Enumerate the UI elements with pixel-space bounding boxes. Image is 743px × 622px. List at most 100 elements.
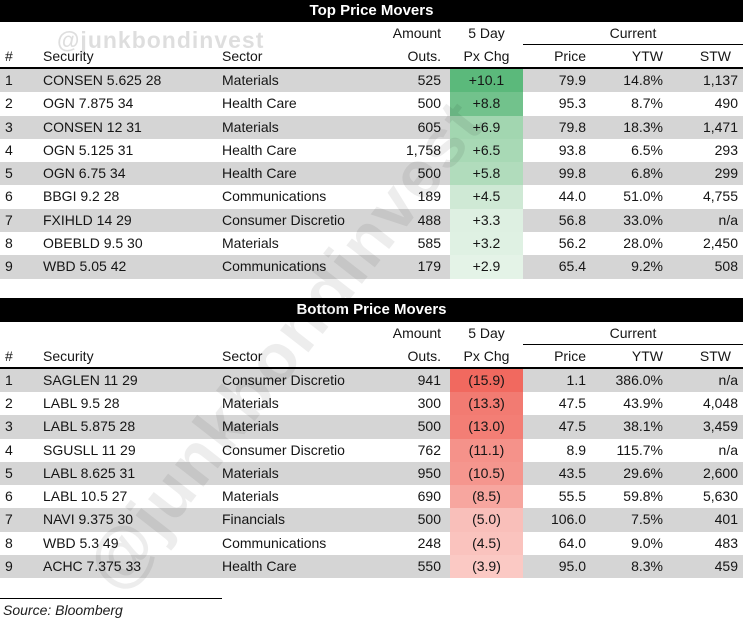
px-chg-cell: (15.9) [450,368,523,392]
stw-cell: 2,600 [702,464,738,481]
ytw-cell: 33.0% [623,211,663,228]
column-spacer [441,185,450,208]
amount-outstanding-cell: 1,758 [405,141,441,158]
sector-cell: Consumer Discretio [222,211,345,228]
price-cell: 47.5 [558,394,586,411]
table-row: 2 OGN 7.875 34 Health Care 500 +8.8 95.3… [0,92,743,116]
sector-cell: Consumer Discretio [222,371,345,388]
sector-cell: Materials [222,394,279,411]
rank-cell: 9 [5,258,13,275]
sector-cell: Health Care [222,165,297,182]
column-spacer [441,532,450,555]
price-cell: 1.1 [566,371,586,388]
ytw-cell: 14.8% [623,72,663,88]
header-security: Security [43,48,94,64]
amount-outstanding-cell: 488 [417,211,441,228]
amount-outstanding-cell: 500 [417,95,441,112]
column-spacer [441,69,450,92]
security-cell: SGUSLL 11 29 [43,441,136,458]
rank-cell: 2 [5,95,13,112]
stw-cell: 483 [714,534,738,551]
security-cell: OBEBLD 9.5 30 [43,235,143,252]
security-cell: FXIHLD 14 29 [43,211,132,228]
rank-cell: 6 [5,188,13,205]
sector-cell: Materials [222,72,279,88]
header-amount-line1: Amount [392,25,441,41]
security-cell: SAGLEN 11 29 [43,371,138,388]
column-spacer [441,439,450,462]
ytw-cell: 28.0% [623,235,663,252]
ytw-cell: 59.8% [623,488,663,505]
bottom-price-movers-table: Bottom Price Movers Amount 5 Day Current… [0,297,743,579]
column-spacer [441,209,450,232]
column-spacer [441,116,450,139]
px-chg-cell: (11.1) [450,438,523,462]
amount-outstanding-cell: 941 [417,371,441,388]
stw-cell: 508 [714,258,738,275]
price-cell: 65.4 [558,258,586,275]
px-chg-cell: +3.3 [450,208,523,233]
security-cell: BBGI 9.2 28 [43,188,120,205]
stw-cell: 401 [714,511,738,528]
table-body: 1 CONSEN 5.625 28 Materials 525 +10.1 79… [0,69,743,279]
stw-cell: 490 [714,95,738,112]
security-cell: NAVI 9.375 30 [43,511,134,528]
ytw-cell: 43.9% [623,394,663,411]
rank-cell: 7 [5,511,13,528]
sector-cell: Health Care [222,558,297,575]
column-spacer [441,232,450,255]
header-rank: # [5,347,13,364]
amount-outstanding-cell: 690 [417,488,441,505]
security-cell: LABL 5.875 28 [43,418,136,435]
security-cell: OGN 6.75 34 [43,165,126,182]
rank-cell: 2 [5,394,13,411]
header-current-group: Current [523,322,743,345]
stw-cell: 3,459 [702,418,738,435]
header-5day-line2: Px Chg [463,48,510,64]
stw-cell: 4,048 [702,394,738,411]
price-cell: 44.0 [558,188,586,205]
stw-cell: n/a [718,211,738,228]
sector-cell: Materials [222,418,279,435]
header-5day-line2: Px Chg [463,347,510,364]
px-chg-cell: +5.8 [450,162,523,186]
table-row: 5 OGN 6.75 34 Health Care 500 +5.8 99.8 … [0,162,743,186]
column-spacer [441,369,450,392]
rank-cell: 5 [5,165,13,182]
header-5day-line1: 5 Day [468,25,505,41]
px-chg-cell: (13.0) [450,415,523,439]
px-chg-cell: (8.5) [450,485,523,509]
header-stw: STW [699,48,731,64]
column-spacer [441,415,450,438]
security-cell: LABL 8.625 31 [43,464,136,481]
column-spacer [441,555,450,578]
table-row: 8 OBEBLD 9.5 30 Materials 585 +3.2 56.2 … [0,232,743,256]
column-spacer [441,462,450,485]
header-ytw: YTW [631,347,663,364]
price-cell: 106.0 [550,511,586,528]
header-amount-line2: Outs. [407,48,441,64]
rank-cell: 4 [5,141,13,158]
table-row: 3 LABL 5.875 28 Materials 500 (13.0) 47.… [0,415,743,439]
sector-cell: Materials [222,235,279,252]
table-row: 5 LABL 8.625 31 Materials 950 (10.5) 43.… [0,461,743,486]
column-spacer [441,92,450,115]
column-spacer [441,508,450,531]
px-chg-cell: +3.2 [450,232,523,256]
ytw-cell: 29.6% [623,464,663,481]
price-cell: 79.8 [558,118,586,135]
price-cell: 56.2 [558,235,586,252]
table-row: 3 CONSEN 12 31 Materials 605 +6.9 79.8 1… [0,115,743,139]
px-chg-cell: +6.9 [450,115,523,139]
stw-cell: 299 [714,165,738,182]
stw-cell: 293 [714,141,738,158]
sector-cell: Communications [222,258,327,275]
sector-cell: Health Care [222,95,297,112]
sector-cell: Materials [222,464,279,481]
table-row: 2 LABL 9.5 28 Materials 300 (13.3) 47.5 … [0,391,743,416]
rank-cell: 3 [5,418,13,435]
ytw-cell: 7.5% [631,511,663,528]
price-cell: 55.5 [558,488,586,505]
rank-cell: 1 [5,371,13,388]
